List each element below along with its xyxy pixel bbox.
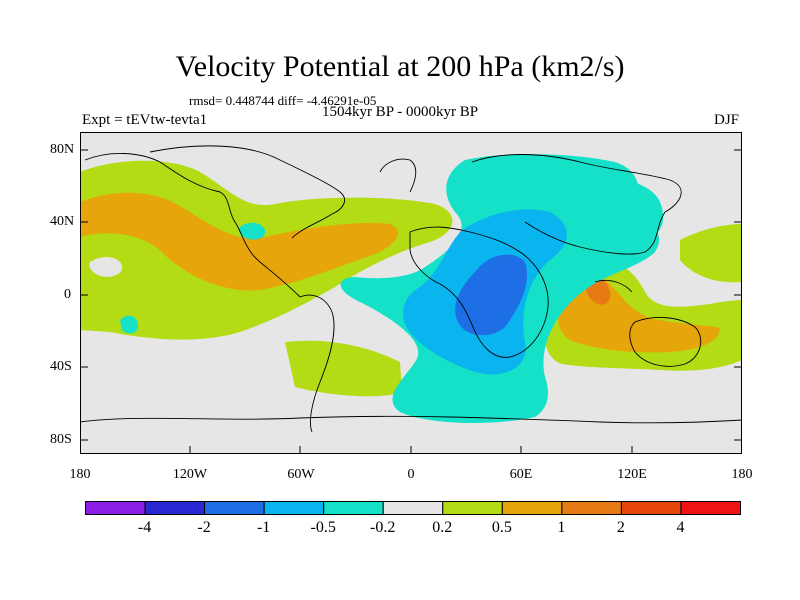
coastlines bbox=[80, 145, 742, 433]
colorbar-label: 4 bbox=[676, 519, 685, 536]
colorbar-swatch bbox=[561, 501, 622, 515]
colorbar-label: -4 bbox=[137, 519, 152, 536]
colorbar-swatch bbox=[85, 501, 146, 515]
colorbar-swatch bbox=[382, 501, 444, 515]
colorbar-label: 0.5 bbox=[491, 519, 512, 536]
colorbar-label: 2 bbox=[616, 519, 625, 536]
colorbar-swatch bbox=[442, 501, 503, 515]
lat-label-40s: 40S bbox=[50, 359, 72, 374]
colorbar-label: -1 bbox=[256, 519, 271, 536]
colorbar-label: -2 bbox=[197, 519, 211, 536]
colorbar-label: -0.2 bbox=[370, 519, 396, 536]
map-title: Velocity Potential at 200 hPa (km2/s) bbox=[175, 50, 625, 83]
contour-neg-small-pacific-cell bbox=[120, 315, 138, 334]
stats-label: rmsd= 0.448744 diff= -4.46291e-05 bbox=[189, 93, 377, 108]
lat-label-eq: 0 bbox=[64, 287, 71, 302]
contour-neg-small-atlantic-cell bbox=[238, 222, 266, 240]
colorbar-label: -0.5 bbox=[310, 519, 336, 536]
lat-label-40n: 40N bbox=[50, 214, 75, 229]
contour-neutral-patch bbox=[89, 257, 123, 277]
colorbar-swatch bbox=[204, 501, 265, 515]
lon-label-180w: 180 bbox=[69, 467, 91, 482]
experiment-label: Expt = tEVtw-tevta1 bbox=[82, 112, 208, 128]
lon-label-0: 0 bbox=[407, 467, 415, 482]
contour-pos-medium-pacific bbox=[80, 192, 398, 291]
colorbar-label: 0.2 bbox=[432, 519, 453, 536]
lon-label-120w: 120W bbox=[172, 467, 208, 482]
lon-label-60e: 60E bbox=[509, 467, 533, 482]
colorbar-swatch bbox=[501, 501, 563, 515]
lon-label-120e: 120E bbox=[617, 467, 647, 482]
lat-label-80s: 80S bbox=[50, 432, 72, 447]
lat-tick-marks bbox=[80, 149, 742, 441]
colorbar-swatch bbox=[263, 501, 325, 515]
colorbar-swatch bbox=[323, 501, 384, 515]
colorbar-swatch bbox=[144, 501, 206, 515]
velocity-potential-map bbox=[80, 132, 742, 454]
colorbar-swatch bbox=[620, 501, 682, 515]
contour-neg-large-africa bbox=[455, 254, 528, 336]
lon-label-180e: 180 bbox=[731, 467, 753, 482]
colorbar-swatch bbox=[680, 501, 741, 515]
lat-label-80n: 80N bbox=[50, 142, 75, 157]
period-label: 1504kyr BP - 0000kyr BP bbox=[321, 104, 479, 120]
lon-label-60w: 60W bbox=[287, 467, 315, 482]
lon-tick-marks bbox=[189, 446, 633, 454]
colorbar bbox=[85, 501, 741, 515]
season-label: DJF bbox=[713, 112, 739, 128]
colorbar-label: 1 bbox=[557, 519, 566, 536]
contour-pos-small-eastatlantic bbox=[285, 340, 402, 397]
contour-neg-small-nw-pacific bbox=[580, 178, 664, 241]
